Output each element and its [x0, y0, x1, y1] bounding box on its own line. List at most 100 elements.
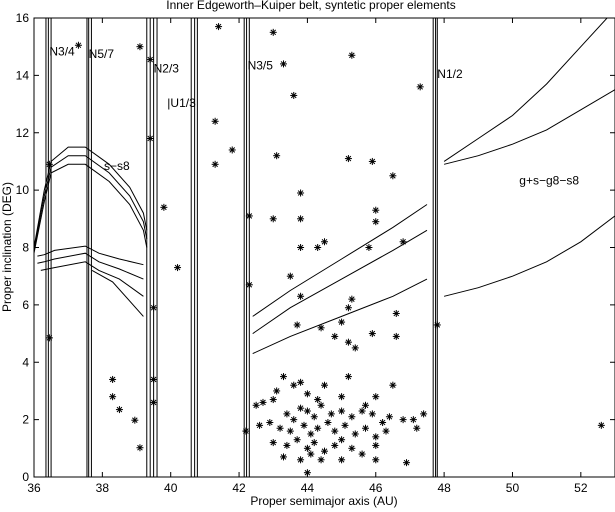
secular-curve-11	[252, 278, 428, 355]
data-point-83	[399, 416, 407, 424]
data-point-71	[290, 416, 298, 424]
data-point-30	[269, 215, 277, 223]
data-point-121	[597, 421, 605, 429]
data-point-8	[136, 43, 144, 51]
secular-curve-0	[34, 146, 148, 248]
data-point-66	[372, 393, 380, 401]
data-point-55	[279, 373, 287, 381]
data-point-36	[314, 244, 322, 251]
y-tick-label-2: 4	[22, 355, 29, 369]
data-point-34	[372, 218, 380, 226]
data-point-110	[348, 444, 356, 452]
data-point-117	[338, 456, 346, 464]
x-tick-label-7: 50	[506, 481, 520, 495]
data-point-94	[324, 418, 332, 426]
data-point-76	[327, 410, 335, 418]
annotation-3: |U1/3	[167, 96, 196, 110]
x-tick-label-0: 36	[27, 481, 41, 495]
data-point-111	[358, 450, 366, 458]
y-tick-label-4: 8	[22, 241, 29, 255]
secular-curve-4	[37, 252, 144, 280]
data-point-82	[385, 413, 393, 421]
annotation-5: N1/2	[437, 67, 463, 81]
data-point-45	[392, 309, 400, 317]
x-tick-label-8: 52	[574, 481, 588, 495]
data-point-56	[290, 381, 298, 389]
data-point-10	[146, 134, 154, 142]
x-tick-label-1: 38	[96, 481, 110, 495]
data-point-13	[150, 304, 158, 312]
data-point-84	[409, 416, 417, 424]
data-point-115	[307, 450, 315, 458]
data-point-16	[215, 23, 223, 31]
data-point-59	[344, 373, 352, 381]
data-point-23	[348, 51, 356, 59]
data-point-20	[269, 28, 277, 36]
data-point-77	[338, 407, 346, 415]
data-point-40	[286, 272, 294, 280]
data-point-14	[150, 375, 158, 383]
data-point-0	[45, 160, 53, 168]
data-point-95	[331, 427, 339, 435]
data-point-104	[293, 436, 301, 444]
data-point-113	[279, 453, 287, 461]
data-point-28	[389, 172, 397, 180]
secular-curve-12	[443, 215, 615, 297]
data-point-92	[307, 430, 315, 438]
chart-title: Inner Edgeworth–Kuiper belt, syntetic pr…	[166, 0, 456, 12]
secular-curve-3	[37, 245, 144, 266]
data-point-61	[273, 387, 281, 395]
plot-content	[34, 18, 615, 477]
data-point-116	[317, 456, 325, 464]
data-point-74	[310, 413, 318, 421]
data-point-47	[317, 324, 325, 332]
x-tick-label-6: 48	[437, 481, 451, 495]
x-tick-label-5: 46	[369, 481, 383, 495]
data-point-31	[297, 189, 305, 197]
data-point-114	[297, 456, 305, 464]
data-point-5	[115, 406, 123, 414]
x-axis-title: Proper semimajor axis (AU)	[250, 494, 397, 508]
data-point-37	[321, 238, 328, 246]
data-point-75	[317, 401, 325, 409]
annotation-2: N2/3	[154, 62, 180, 76]
secular-curve-5	[40, 261, 144, 297]
data-point-18	[211, 160, 219, 168]
data-point-112	[372, 441, 380, 449]
annotation-1: N5/7	[89, 47, 115, 61]
data-point-33	[372, 206, 380, 214]
secular-curve-10	[443, 89, 615, 165]
data-point-21	[279, 60, 287, 68]
data-point-99	[372, 433, 380, 441]
x-tick-label-4: 44	[301, 481, 315, 495]
data-point-62	[303, 390, 311, 398]
data-point-2	[74, 41, 82, 49]
data-point-52	[344, 338, 352, 346]
annotation-0: N3/4	[49, 44, 75, 58]
annotation-4: N3/5	[248, 59, 274, 73]
data-point-65	[362, 401, 370, 409]
data-point-49	[338, 318, 346, 326]
data-point-6	[131, 416, 139, 424]
x-tick-label-2: 40	[164, 481, 178, 495]
data-point-1	[45, 334, 53, 342]
y-tick-label-5: 10	[16, 183, 30, 197]
y-tick-label-8: 16	[16, 11, 30, 25]
data-point-57	[297, 378, 305, 386]
data-point-4	[109, 393, 117, 401]
data-point-85	[420, 410, 428, 418]
data-point-25	[273, 152, 281, 160]
data-point-9	[146, 56, 154, 64]
data-point-102	[269, 439, 277, 447]
data-point-81	[379, 418, 387, 426]
data-point-101	[413, 424, 421, 432]
secular-curve-8	[443, 18, 608, 162]
data-point-90	[286, 427, 294, 435]
y-tick-label-1: 2	[22, 413, 29, 427]
secular-curve-6	[91, 269, 144, 317]
data-point-89	[276, 424, 284, 432]
data-point-87	[256, 421, 264, 429]
data-point-35	[297, 244, 305, 251]
